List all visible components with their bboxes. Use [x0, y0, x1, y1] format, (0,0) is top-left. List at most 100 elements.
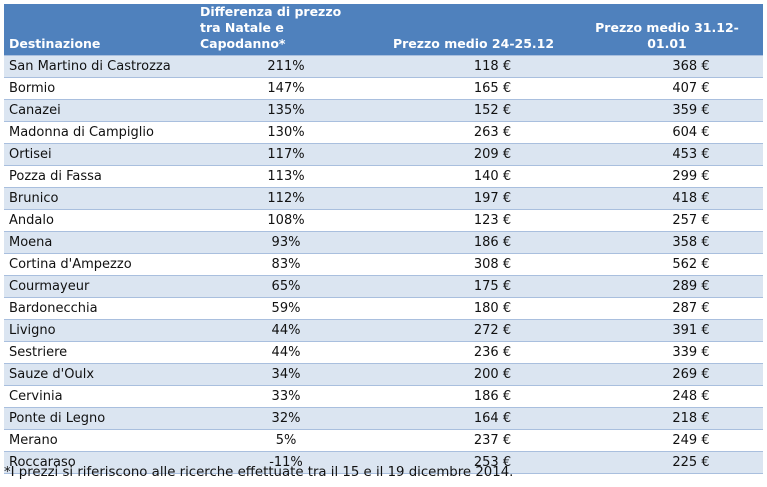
price-newyear-cell: 225 €	[571, 451, 763, 474]
price-difference-cell: 135%	[196, 99, 376, 122]
table-row: Moena 93% 186 €358 €	[4, 231, 763, 254]
table-row: San Martino di Castrozza 211% 118 €368 €	[4, 55, 763, 78]
table-row: Pozza di Fassa 113% 140 €299 €	[4, 165, 763, 188]
price-difference-cell: 93%	[196, 231, 376, 254]
table-row: Brunico 112% 197 €418 €	[4, 187, 763, 210]
price-difference-cell: 83%	[196, 253, 376, 276]
price-newyear-cell: 269 €	[571, 363, 763, 386]
table-row: Bormio 147% 165 €407 €	[4, 77, 763, 100]
destination-cell: Livigno	[4, 319, 196, 342]
price-christmas-cell: 197 €	[376, 187, 571, 210]
table-row: Sauze d'Oulx 34% 200 €269 €	[4, 363, 763, 386]
destination-cell: Madonna di Campiglio	[4, 121, 196, 144]
table-row: Roccaraso -11% 253 €225 €	[4, 451, 763, 474]
destination-cell: Moena	[4, 231, 196, 254]
price-difference-cell: 44%	[196, 341, 376, 364]
destination-cell: Cortina d'Ampezzo	[4, 253, 196, 276]
price-difference-cell: 32%	[196, 407, 376, 430]
header-destination: Destinazione	[4, 4, 196, 56]
price-newyear-cell: 407 €	[571, 77, 763, 100]
price-difference-cell: 108%	[196, 209, 376, 232]
destination-cell: San Martino di Castrozza	[4, 55, 196, 78]
footnote: *I prezzi si riferiscono alle ricerche e…	[4, 465, 514, 480]
table-row: Bardonecchia 59% 180 €287 €	[4, 297, 763, 320]
price-christmas-cell: 123 €	[376, 209, 571, 232]
destination-cell: Courmayeur	[4, 275, 196, 298]
table-row: Ponte di Legno 32% 164 €218 €	[4, 407, 763, 430]
table-row: Canazei 135% 152 €359 €	[4, 99, 763, 122]
destination-cell: Merano	[4, 429, 196, 452]
price-newyear-cell: 299 €	[571, 165, 763, 188]
price-christmas-cell: 209 €	[376, 143, 571, 166]
price-christmas-cell: 180 €	[376, 297, 571, 320]
price-difference-cell: 211%	[196, 55, 376, 78]
destination-cell: Ortisei	[4, 143, 196, 166]
table-row: Cortina d'Ampezzo 83% 308 €562 €	[4, 253, 763, 276]
price-newyear-cell: 368 €	[571, 55, 763, 78]
price-christmas-cell: 140 €	[376, 165, 571, 188]
price-difference-cell: 112%	[196, 187, 376, 210]
price-newyear-cell: 289 €	[571, 275, 763, 298]
price-christmas-cell: 236 €	[376, 341, 571, 364]
table-row: Courmayeur 65% 175 €289 €	[4, 275, 763, 298]
price-newyear-cell: 358 €	[571, 231, 763, 254]
price-christmas-cell: 200 €	[376, 363, 571, 386]
price-christmas-cell: 186 €	[376, 231, 571, 254]
price-christmas-cell: 237 €	[376, 429, 571, 452]
table-row: Sestriere 44% 236 €339 €	[4, 341, 763, 364]
price-christmas-cell: 118 €	[376, 55, 571, 78]
price-christmas-cell: 165 €	[376, 77, 571, 100]
price-christmas-cell: 186 €	[376, 385, 571, 408]
table-row: Livigno 44% 272 €391 €	[4, 319, 763, 342]
table-row: Merano 5% 237 €249 €	[4, 429, 763, 452]
price-table-container: Destinazione Differenza di prezzo tra Na…	[4, 4, 763, 474]
price-difference-cell: 65%	[196, 275, 376, 298]
destination-cell: Sestriere	[4, 341, 196, 364]
header-difference-line2: tra Natale e Capodanno*	[200, 20, 286, 51]
table-row: Madonna di Campiglio 130% 263 €604 €	[4, 121, 763, 144]
destination-cell: Cervinia	[4, 385, 196, 408]
destination-cell: Pozza di Fassa	[4, 165, 196, 188]
price-christmas-cell: 308 €	[376, 253, 571, 276]
price-christmas-cell: 263 €	[376, 121, 571, 144]
price-newyear-cell: 218 €	[571, 407, 763, 430]
destination-cell: Andalo	[4, 209, 196, 232]
price-difference-cell: 5%	[196, 429, 376, 452]
price-difference-cell: 130%	[196, 121, 376, 144]
table-row: Cervinia 33% 186 €248 €	[4, 385, 763, 408]
price-newyear-cell: 249 €	[571, 429, 763, 452]
header-price-christmas: Prezzo medio 24-25.12	[376, 4, 571, 56]
price-difference-cell: 59%	[196, 297, 376, 320]
destination-cell: Roccaraso	[4, 451, 196, 474]
table-body: San Martino di Castrozza 211% 118 €368 € Bo…	[4, 55, 763, 474]
price-newyear-cell: 391 €	[571, 319, 763, 342]
table-row: Ortisei 117% 209 €453 €	[4, 143, 763, 166]
price-christmas-cell: 164 €	[376, 407, 571, 430]
header-difference-line1: Differenza di prezzo	[200, 4, 342, 19]
header-price-difference: Differenza di prezzo tra Natale e Capoda…	[196, 4, 376, 56]
price-difference-cell: 34%	[196, 363, 376, 386]
price-difference-cell: 147%	[196, 77, 376, 100]
destination-cell: Bormio	[4, 77, 196, 100]
price-difference-cell: 44%	[196, 319, 376, 342]
price-newyear-cell: 453 €	[571, 143, 763, 166]
price-newyear-cell: 248 €	[571, 385, 763, 408]
header-price-newyear: Prezzo medio 31.12-01.01	[571, 4, 763, 56]
price-christmas-cell: 152 €	[376, 99, 571, 122]
table-row: Andalo 108% 123 €257 €	[4, 209, 763, 232]
header-row: Destinazione Differenza di prezzo tra Na…	[4, 4, 763, 56]
price-table: Destinazione Differenza di prezzo tra Na…	[4, 4, 763, 474]
destination-cell: Ponte di Legno	[4, 407, 196, 430]
price-christmas-cell: 272 €	[376, 319, 571, 342]
price-difference-cell: -11%	[196, 451, 376, 474]
destination-cell: Sauze d'Oulx	[4, 363, 196, 386]
destination-cell: Bardonecchia	[4, 297, 196, 320]
price-christmas-cell: 175 €	[376, 275, 571, 298]
price-difference-cell: 117%	[196, 143, 376, 166]
destination-cell: Canazei	[4, 99, 196, 122]
table-header: Destinazione Differenza di prezzo tra Na…	[4, 4, 763, 56]
price-newyear-cell: 339 €	[571, 341, 763, 364]
price-newyear-cell: 604 €	[571, 121, 763, 144]
price-newyear-cell: 359 €	[571, 99, 763, 122]
price-newyear-cell: 287 €	[571, 297, 763, 320]
